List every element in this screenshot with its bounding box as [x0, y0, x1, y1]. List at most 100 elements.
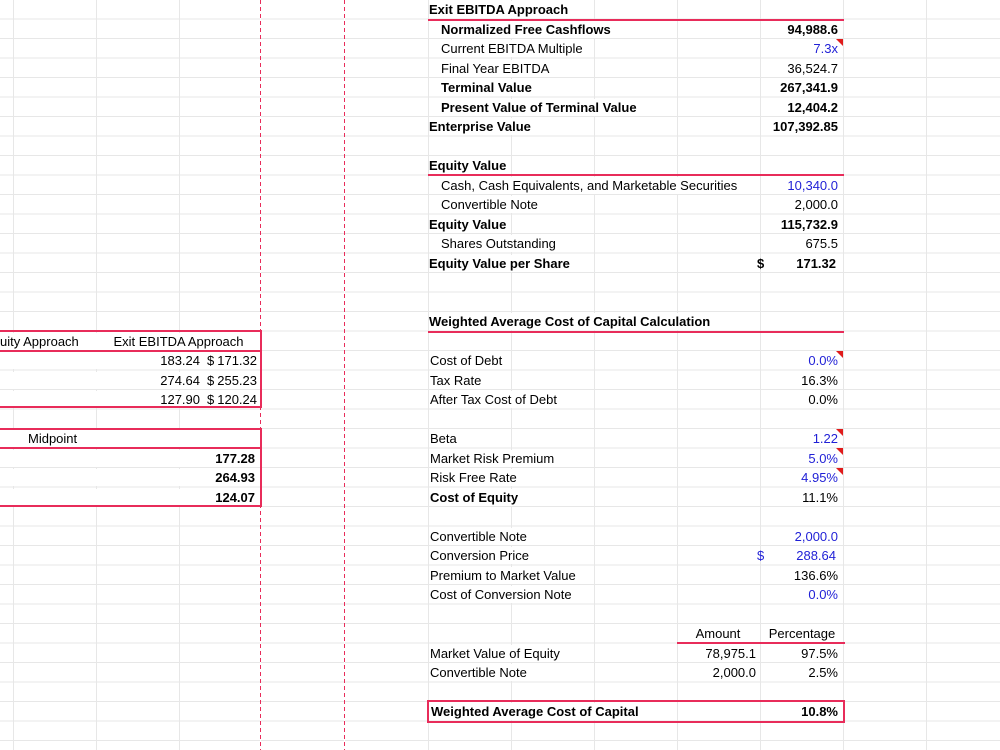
cell-mask — [0, 372, 258, 389]
beta-value[interactable]: 1.22 — [812, 431, 838, 446]
convertible-note-value[interactable]: 2,000.0 — [794, 197, 838, 212]
table-header-underline — [0, 447, 262, 449]
equity-value-per-share-value[interactable]: 171.32 — [796, 256, 836, 271]
after-tax-cost-of-debt-value[interactable]: 0.0% — [808, 392, 838, 407]
convertible-note-label[interactable]: Convertible Note — [441, 196, 541, 213]
comparison-row-0-col2[interactable]: 171.32 — [217, 353, 257, 368]
equity-value-title[interactable]: Equity Value — [429, 157, 510, 174]
tax-rate-value[interactable]: 16.3% — [801, 373, 838, 388]
beta-label[interactable]: Beta — [430, 430, 460, 447]
weights-convertible-note-label[interactable]: Convertible Note — [430, 664, 530, 681]
comparison-row-2-col1[interactable]: 127.90 — [160, 392, 200, 407]
weights-convertible-note-amount[interactable]: 2,000.0 — [712, 665, 756, 680]
currency-symbol[interactable]: $ — [757, 548, 765, 563]
gridline-vertical — [843, 0, 844, 750]
premium-to-market-value-label[interactable]: Premium to Market Value — [430, 567, 579, 584]
market-value-of-equity-amount[interactable]: 78,975.1 — [705, 646, 756, 661]
page-break-line — [344, 0, 345, 750]
midpoint-value-1[interactable]: 264.93 — [215, 470, 255, 485]
wacc-result-box — [427, 700, 845, 723]
gridline-vertical — [677, 0, 678, 750]
market-value-of-equity-percentage[interactable]: 97.5% — [801, 646, 838, 661]
section-underline — [428, 19, 844, 21]
shares-outstanding-value[interactable]: 675.5 — [805, 236, 838, 251]
wacc-result-label[interactable]: Weighted Average Cost of Capital — [431, 703, 642, 720]
gridline-vertical — [594, 0, 595, 750]
after-tax-cost-of-debt-label[interactable]: After Tax Cost of Debt — [430, 391, 560, 408]
wacc-convertible-note-value[interactable]: 2,000.0 — [794, 529, 838, 544]
equity-value-per-share-label[interactable]: Equity Value per Share — [429, 255, 573, 272]
comparison-row-1-col2[interactable]: 255.23 — [217, 373, 257, 388]
cash-equivalents-label[interactable]: Cash, Cash Equivalents, and Marketable S… — [441, 177, 741, 194]
cell-mask — [0, 430, 258, 447]
equity-value-total-label[interactable]: Equity Value — [429, 216, 510, 233]
wacc-title[interactable]: Weighted Average Cost of Capital Calcula… — [429, 313, 714, 330]
comparison-header-col2[interactable]: Exit EBITDA Approach — [113, 334, 244, 349]
cost-of-equity-label[interactable]: Cost of Equity — [430, 489, 522, 506]
market-risk-premium-label[interactable]: Market Risk Premium — [430, 450, 558, 467]
shares-outstanding-label[interactable]: Shares Outstanding — [441, 235, 559, 252]
midpoint-value-0[interactable]: 177.28 — [215, 451, 255, 466]
enterprise-value-value[interactable]: 107,392.85 — [772, 119, 838, 134]
midpoint-header[interactable]: Midpoint — [28, 431, 78, 446]
currency-symbol[interactable]: $ — [207, 392, 215, 407]
table-border-right — [260, 428, 262, 507]
tax-rate-label[interactable]: Tax Rate — [430, 372, 485, 389]
comparison-row-1-col1[interactable]: 274.64 — [160, 373, 200, 388]
cash-equivalents-value[interactable]: 10,340.0 — [787, 178, 838, 193]
table-border-bottom — [0, 505, 262, 507]
wacc-convertible-note-label[interactable]: Convertible Note — [430, 528, 530, 545]
conversion-price-label[interactable]: Conversion Price — [430, 547, 532, 564]
risk-free-rate-value[interactable]: 4.95% — [801, 470, 838, 485]
cost-of-equity-value[interactable]: 11.1% — [802, 490, 838, 505]
comment-triangle-icon — [836, 39, 843, 46]
table-border-bottom — [0, 406, 262, 408]
pv-terminal-value-value[interactable]: 12,404.2 — [787, 100, 838, 115]
cost-of-conversion-note-label[interactable]: Cost of Conversion Note — [430, 586, 575, 603]
table-header-underline — [0, 350, 262, 352]
section-underline — [428, 331, 844, 333]
cell-mask — [0, 489, 258, 506]
cost-of-debt-value[interactable]: 0.0% — [808, 353, 838, 368]
market-value-of-equity-label[interactable]: Market Value of Equity — [430, 645, 563, 662]
equity-value-total-value[interactable]: 115,732.9 — [780, 217, 838, 232]
market-risk-premium-value[interactable]: 5.0% — [808, 451, 838, 466]
conversion-price-value[interactable]: 288.64 — [796, 548, 836, 563]
amount-column-header[interactable]: Amount — [695, 626, 741, 641]
weights-convertible-note-percentage[interactable]: 2.5% — [808, 665, 838, 680]
currency-symbol[interactable]: $ — [757, 256, 765, 271]
section-underline — [428, 174, 844, 176]
cell-mask — [0, 469, 258, 486]
gridline-vertical — [511, 0, 512, 750]
wacc-result-value[interactable]: 10.8% — [801, 704, 838, 719]
current-ebitda-multiple-value[interactable]: 7.3x — [813, 41, 838, 56]
table-border-right — [260, 330, 262, 408]
enterprise-value-label[interactable]: Enterprise Value — [429, 118, 534, 135]
cell-mask — [0, 352, 258, 369]
final-year-ebitda-label[interactable]: Final Year EBITDA — [441, 60, 553, 77]
normalized-free-cashflows-label[interactable]: Normalized Free Cashflows — [441, 21, 614, 38]
cell-mask — [0, 391, 258, 408]
normalized-free-cashflows-value[interactable]: 94,988.6 — [787, 22, 838, 37]
risk-free-rate-label[interactable]: Risk Free Rate — [430, 469, 520, 486]
comment-triangle-icon — [836, 468, 843, 475]
terminal-value-label[interactable]: Terminal Value — [441, 79, 535, 96]
final-year-ebitda-value[interactable]: 36,524.7 — [787, 61, 838, 76]
table-border-top — [0, 330, 262, 332]
comparison-row-2-col2[interactable]: 120.24 — [217, 392, 257, 407]
comparison-header-col1[interactable]: uity Approach — [0, 334, 79, 349]
pv-terminal-value-label[interactable]: Present Value of Terminal Value — [441, 99, 640, 116]
exit-ebitda-title[interactable]: Exit EBITDA Approach — [429, 1, 572, 18]
terminal-value-value[interactable]: 267,341.9 — [780, 80, 838, 95]
cost-of-conversion-note-value[interactable]: 0.0% — [808, 587, 838, 602]
current-ebitda-multiple-label[interactable]: Current EBITDA Multiple — [441, 40, 586, 57]
currency-symbol[interactable]: $ — [207, 353, 215, 368]
gridline-vertical — [760, 0, 761, 750]
premium-to-market-value-value[interactable]: 136.6% — [793, 568, 838, 583]
cost-of-debt-label[interactable]: Cost of Debt — [430, 352, 506, 369]
comparison-row-0-col1[interactable]: 183.24 — [160, 353, 200, 368]
percentage-column-header[interactable]: Percentage — [768, 626, 836, 641]
currency-symbol[interactable]: $ — [207, 373, 215, 388]
midpoint-value-2[interactable]: 124.07 — [215, 490, 255, 505]
